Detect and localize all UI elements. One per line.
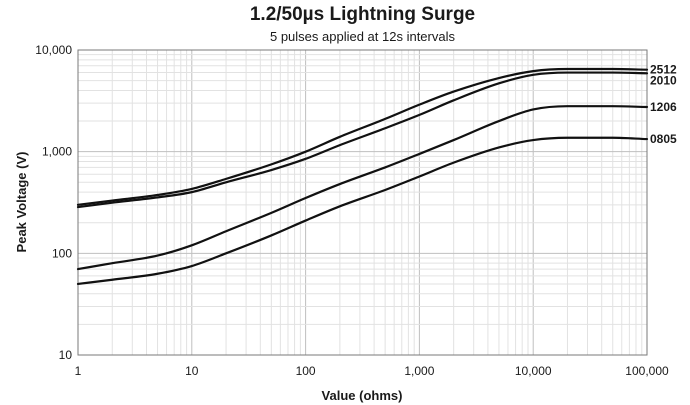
series-line-1206 bbox=[76, 105, 649, 271]
series-lines bbox=[76, 67, 649, 286]
series-label-0805: 0805 bbox=[650, 132, 677, 146]
x-tick-label: 1,000 bbox=[404, 364, 434, 378]
x-axis-label: Value (ohms) bbox=[322, 388, 403, 403]
series-line-2010 bbox=[76, 71, 649, 209]
y-tick-label: 10,000 bbox=[35, 43, 72, 57]
x-tick-label: 10,000 bbox=[515, 364, 552, 378]
x-tick-label: 100,000 bbox=[625, 364, 669, 378]
series-label-2010: 2010 bbox=[650, 74, 677, 88]
series-line-0805 bbox=[76, 136, 649, 286]
y-tick-label: 100 bbox=[52, 246, 72, 260]
y-axis-label: Peak Voltage (V) bbox=[14, 152, 29, 253]
chart-title: 1.2/50µs Lightning Surge bbox=[249, 4, 476, 25]
x-tick-label: 10 bbox=[185, 364, 199, 378]
y-tick-label: 1,000 bbox=[42, 145, 72, 159]
y-tick-labels: 10 100 1,000 10,000 bbox=[35, 43, 72, 362]
series-label-2512: 2512 bbox=[650, 63, 677, 77]
series-label-1206: 1206 bbox=[650, 100, 677, 114]
gridlines bbox=[77, 50, 648, 356]
plot-frame bbox=[77, 49, 648, 356]
x-tick-labels: 1 10 100 1,000 10,000 100,000 bbox=[75, 364, 669, 378]
x-tick-label: 1 bbox=[75, 364, 82, 378]
y-tick-label: 10 bbox=[59, 348, 73, 362]
series-line-2512 bbox=[76, 67, 649, 206]
x-tick-label: 100 bbox=[296, 364, 316, 378]
chart-subtitle: 5 pulses applied at 12s intervals bbox=[269, 29, 455, 44]
